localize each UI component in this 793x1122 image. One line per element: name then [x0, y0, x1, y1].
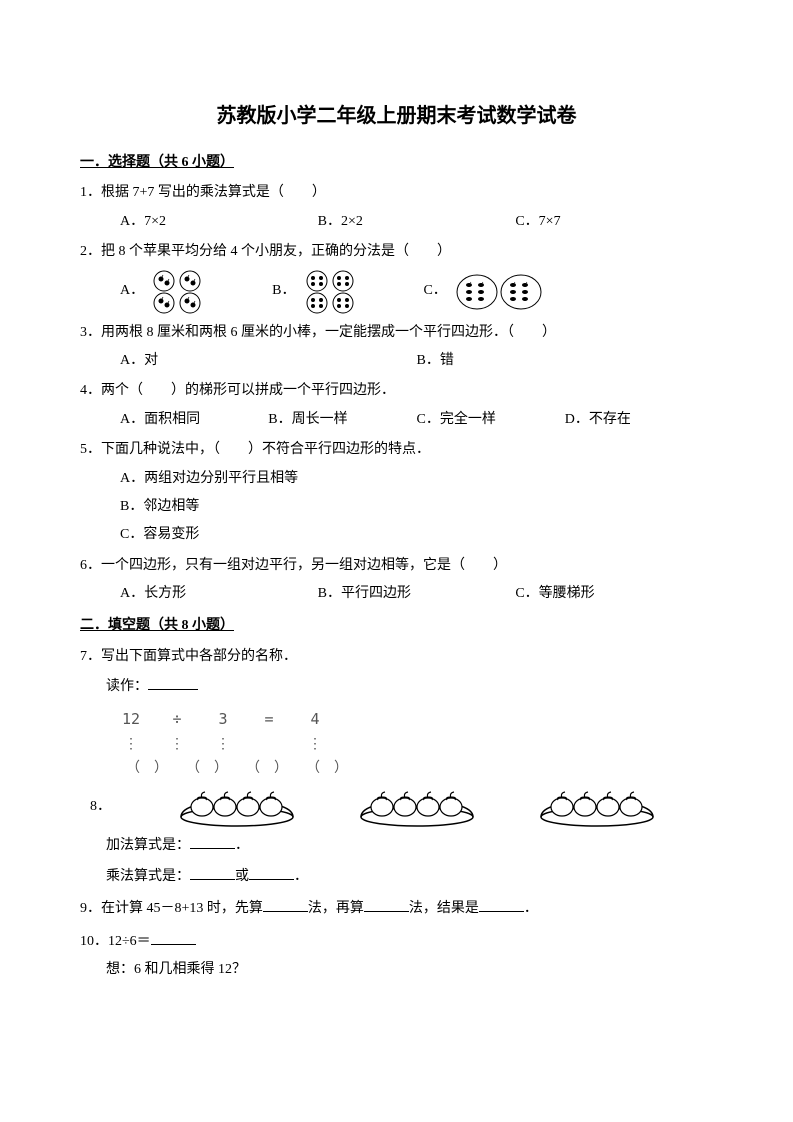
- q7-blank-3[interactable]: （ ）: [240, 757, 294, 779]
- question-5: 5．下面几种说法中，（ ）不符合平行四边形的特点． A．两组对边分别平行且相等 …: [80, 439, 713, 547]
- dots-icon: ⋮: [304, 733, 326, 755]
- tomato-plate-icon: [537, 787, 657, 827]
- q10-think: 想：6 和几相乘得 12？: [80, 959, 713, 981]
- q7-divisor: 3: [212, 707, 234, 731]
- q2-text: 2．把 8 个苹果平均分给 4 个小朋友，正确的分法是（ ）: [80, 241, 713, 263]
- dots-icon: ⋮: [166, 733, 188, 755]
- q7-divide-sign: ÷: [166, 707, 188, 731]
- question-6: 6．一个四边形，只有一组对边平行，另一组对边相等，它是（ ） A．长方形 B．平…: [80, 555, 713, 606]
- question-2: 2．把 8 个苹果平均分给 4 个小朋友，正确的分法是（ ） A．: [80, 241, 713, 313]
- section2-header: 二．填空题（共 8 小题）: [80, 615, 713, 637]
- question-7: 7．写出下面算式中各部分的名称． 读作： 12 ÷ 3 = 4 ⋮ ⋮ ⋮ ⋮ （ ）…: [80, 646, 713, 780]
- q2-b-label: B．: [272, 280, 295, 302]
- q8-add-line: 加法算式是： ．: [80, 833, 713, 857]
- q5-opt-b[interactable]: B．邻边相等: [120, 496, 713, 518]
- q6-opt-b[interactable]: B．平行四边形: [318, 583, 516, 605]
- q7-blank-2[interactable]: （ ）: [180, 757, 234, 779]
- q3-opt-b[interactable]: B．错: [417, 350, 714, 372]
- q8-number: 8．: [90, 796, 111, 818]
- q7-read-blank[interactable]: [148, 674, 198, 690]
- question-3: 3．用两根 8 厘米和两根 6 厘米的小棒，一定能摆成一个平行四边形．（ ） A…: [80, 322, 713, 373]
- tomato-plate-icon: [357, 787, 477, 827]
- q5-text: 5．下面几种说法中，（ ）不符合平行四边形的特点．: [80, 439, 713, 461]
- q3-text: 3．用两根 8 厘米和两根 6 厘米的小棒，一定能摆成一个平行四边形．（ ）: [80, 322, 713, 344]
- question-1: 1．根据 7+7 写出的乘法算式是（ ） A．7×2 B．2×2 C．7×7: [80, 182, 713, 233]
- q2-c-label: C．: [423, 280, 446, 302]
- q7-quotient: 4: [304, 707, 326, 731]
- dots-icon: ⋮: [120, 733, 142, 755]
- q7-equals-sign: =: [258, 707, 280, 731]
- apples-2x2-icon: [152, 270, 212, 314]
- q4-opt-d[interactable]: D．不存在: [565, 409, 713, 431]
- q9-mid1: 法，再算: [308, 901, 364, 916]
- q2-opt-c[interactable]: C．: [423, 272, 544, 312]
- q9-end: ．: [524, 901, 538, 916]
- question-4: 4．两个（ ）的梯形可以拼成一个平行四边形． A．面积相同 B．周长一样 C．完…: [80, 380, 713, 431]
- q8-dot: ．: [235, 838, 249, 853]
- q7-blank-4[interactable]: （ ）: [300, 757, 354, 779]
- q7-expression-box: 12 ÷ 3 = 4 ⋮ ⋮ ⋮ ⋮ （ ） （ ） （ ） （ ）: [80, 707, 713, 780]
- q8-dot2: ．: [294, 869, 308, 884]
- q9-blank2[interactable]: [364, 896, 409, 912]
- q5-opt-a[interactable]: A．两组对边分别平行且相等: [120, 468, 713, 490]
- q9-blank1[interactable]: [263, 896, 308, 912]
- q7-text: 7．写出下面算式中各部分的名称．: [80, 646, 713, 668]
- q9-pre: 9．在计算 45－8+13 时，先算: [80, 901, 263, 916]
- q7-dividend: 12: [120, 707, 142, 731]
- q6-opt-a[interactable]: A．长方形: [120, 583, 318, 605]
- q8-add-label: 加法算式是：: [106, 838, 190, 853]
- q7-read-label: 读作：: [106, 679, 148, 694]
- q4-opt-c[interactable]: C．完全一样: [417, 409, 565, 431]
- q1-opt-b[interactable]: B．2×2: [318, 211, 516, 233]
- q2-opt-a[interactable]: A．: [120, 270, 212, 314]
- apples-4x2-icon: [303, 270, 363, 314]
- q6-text: 6．一个四边形，只有一组对边平行，另一组对边相等，它是（ ）: [80, 555, 713, 577]
- q8-or: 或: [235, 869, 249, 884]
- q7-read-line: 读作：: [80, 674, 713, 698]
- q4-opt-a[interactable]: A．面积相同: [120, 409, 268, 431]
- q8-mul-blank1[interactable]: [190, 864, 235, 880]
- q2-opt-b[interactable]: B．: [272, 270, 363, 314]
- q8-mul-line: 乘法算式是： 或 ．: [80, 864, 713, 888]
- q7-parentheses: （ ） （ ） （ ） （ ）: [120, 757, 713, 779]
- question-10: 10．12÷6＝ 想：6 和几相乘得 12？: [80, 929, 713, 982]
- q4-text: 4．两个（ ）的梯形可以拼成一个平行四边形．: [80, 380, 713, 402]
- dots-icon: [258, 733, 280, 755]
- q9-mid2: 法，结果是: [409, 901, 479, 916]
- q8-add-blank[interactable]: [190, 833, 235, 849]
- q5-opt-c[interactable]: C．容易变形: [120, 524, 713, 546]
- q1-text: 1．根据 7+7 写出的乘法算式是（ ）: [80, 182, 713, 204]
- q3-opt-a[interactable]: A．对: [120, 350, 417, 372]
- page-title: 苏教版小学二年级上册期末考试数学试卷: [80, 100, 713, 132]
- question-8: 8．: [80, 787, 713, 888]
- section1-header: 一．选择题（共 6 小题）: [80, 152, 713, 174]
- tomato-plate-icon: [177, 787, 297, 827]
- q1-opt-c[interactable]: C．7×7: [515, 211, 713, 233]
- q2-a-label: A．: [120, 280, 144, 302]
- question-9: 9．在计算 45－8+13 时，先算 法，再算 法，结果是 ．: [80, 896, 713, 920]
- q1-opt-a[interactable]: A．7×2: [120, 211, 318, 233]
- q10-text: 10．12÷6＝: [80, 934, 151, 949]
- dots-icon: ⋮: [212, 733, 234, 755]
- q4-opt-b[interactable]: B．周长一样: [268, 409, 416, 431]
- q10-blank[interactable]: [151, 929, 196, 945]
- q9-blank3[interactable]: [479, 896, 524, 912]
- q7-blank-1[interactable]: （ ）: [120, 757, 174, 779]
- apples-oval-icon: [455, 272, 545, 312]
- q8-mul-blank2[interactable]: [249, 864, 294, 880]
- q8-mul-label: 乘法算式是：: [106, 869, 190, 884]
- q6-opt-c[interactable]: C．等腰梯形: [515, 583, 713, 605]
